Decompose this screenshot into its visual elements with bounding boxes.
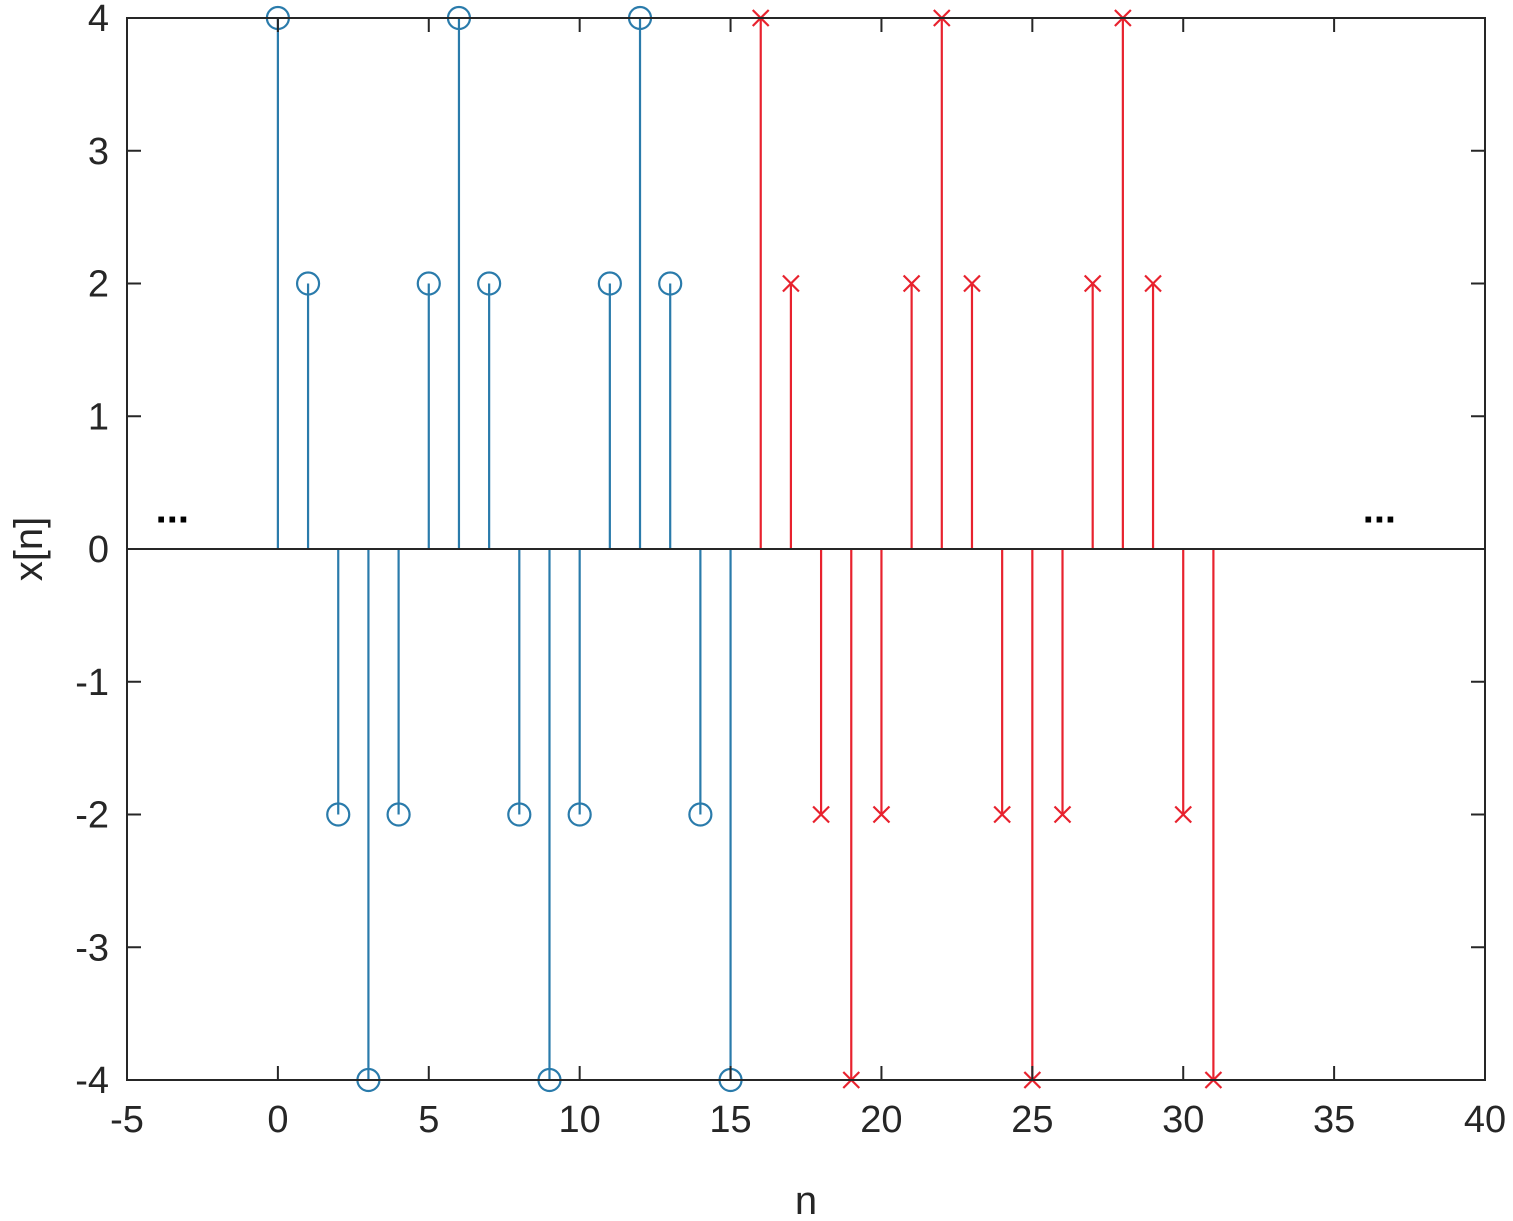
y-tick-label-5: 1 — [88, 396, 109, 438]
stem-marker-x-stroke-b — [902, 274, 921, 293]
y-tick-label-6: 2 — [88, 264, 109, 306]
y-tick-label-8: 4 — [88, 0, 109, 40]
y-tick-label-2: -2 — [75, 795, 109, 837]
stem-marker-x-7 — [963, 274, 981, 293]
stem-marker-x-stroke-b — [993, 805, 1011, 824]
stem-marker-circle-11 — [597, 271, 622, 296]
stem-marker-circle-2 — [326, 802, 351, 827]
x-tick-label-4: 15 — [709, 1099, 751, 1141]
y-ticks: -4 -3 -2 -1 0 1 2 3 4 — [75, 0, 1485, 1102]
stem-marker-circle-7 — [477, 271, 502, 296]
y-tick-label-3: -1 — [75, 662, 109, 704]
x-tick-label-6: 25 — [1011, 1099, 1053, 1141]
stem-marker-x-13 — [1144, 274, 1162, 293]
stem-marker-circle-1 — [295, 271, 321, 296]
stem-marker-x-stroke-b — [782, 274, 800, 293]
y-tick-label-1: -3 — [75, 927, 109, 969]
stem-marker-circle-14 — [688, 802, 713, 827]
stem-marker-circle-4 — [386, 802, 411, 827]
stem-marker-x-2 — [812, 805, 830, 824]
stem-marker-x-4 — [872, 805, 891, 824]
x-ticks: -5 0 5 10 15 20 25 30 35 40 — [110, 18, 1506, 1141]
stem-marker-x-stroke-b — [872, 805, 891, 824]
stems-layer — [276, 18, 1215, 1080]
x-tick-label-0: -5 — [110, 1099, 144, 1141]
ellipsis-annotation-1: ... — [1363, 487, 1396, 531]
stem-marker-x-14 — [1174, 805, 1192, 824]
stem-marker-x-11 — [1083, 274, 1102, 293]
stem-marker-x-5 — [902, 274, 921, 293]
stem-marker-x-stroke-b — [1053, 805, 1072, 824]
x-tick-label-1: 0 — [267, 1099, 288, 1141]
stem-marker-circle-10 — [567, 802, 592, 827]
x-tick-label-7: 30 — [1162, 1099, 1204, 1141]
stem-marker-circle-8 — [507, 802, 532, 827]
stem-marker-x-stroke-b — [1174, 805, 1192, 824]
y-tick-label-0: -4 — [75, 1060, 109, 1102]
stem-marker-circle-13 — [658, 271, 683, 296]
x-tick-label-3: 10 — [559, 1099, 601, 1141]
ellipsis-annotation-0: ... — [156, 487, 189, 531]
stem-marker-x-stroke-b — [812, 805, 830, 824]
x-tick-label-9: 40 — [1464, 1099, 1506, 1141]
y-axis-label: x[n] — [7, 517, 51, 581]
y-tick-label-7: 3 — [88, 131, 109, 173]
x-tick-label-5: 20 — [860, 1099, 902, 1141]
x-tick-label-2: 5 — [418, 1099, 439, 1141]
x-axis-label: n — [795, 1179, 817, 1221]
annotations-layer: ...... — [156, 487, 1396, 531]
stem-marker-x-stroke-b — [1144, 274, 1162, 293]
stem-marker-x-stroke-b — [1083, 274, 1102, 293]
stem-marker-x-8 — [993, 805, 1011, 824]
x-tick-label-8: 35 — [1313, 1099, 1355, 1141]
y-tick-label-4: 0 — [88, 529, 109, 571]
stem-marker-x-1 — [782, 274, 800, 293]
stem-marker-x-stroke-b — [963, 274, 981, 293]
stem-marker-circle-5 — [416, 271, 441, 296]
markers-layer — [265, 5, 1223, 1093]
stem-marker-x-10 — [1053, 805, 1072, 824]
